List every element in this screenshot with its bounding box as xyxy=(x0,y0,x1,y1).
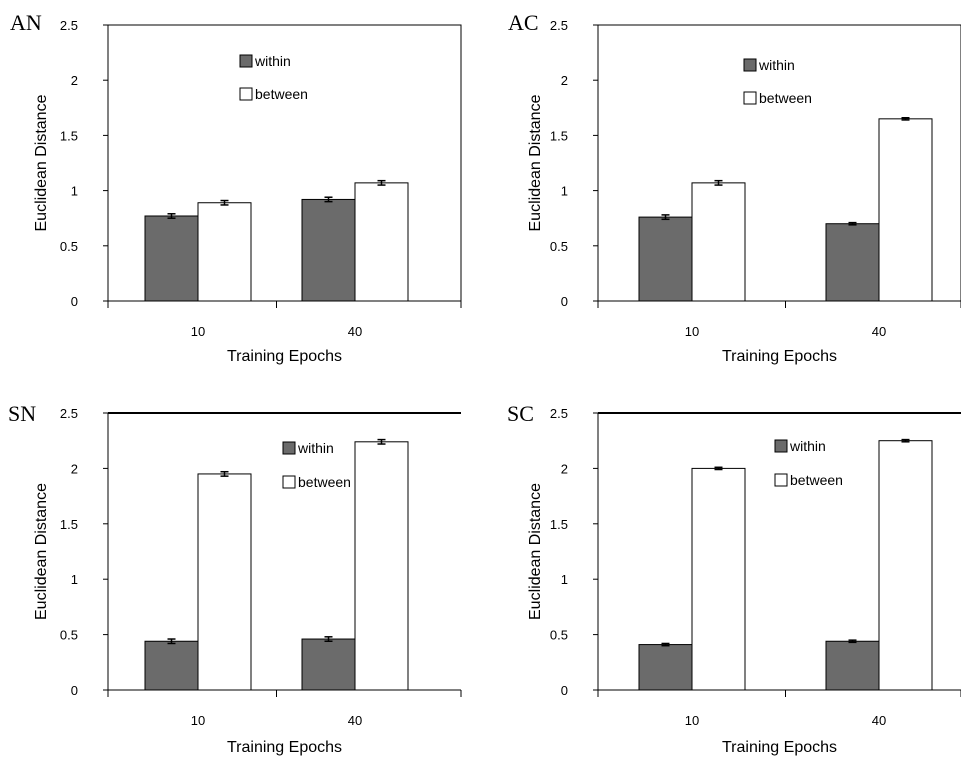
panel-ac-ytick-label-5: 2.5 xyxy=(550,18,568,33)
panel-sc-bar-between-10 xyxy=(691,467,746,691)
panel-sn-ytick-label-1: 0.5 xyxy=(60,628,78,643)
panel-sc-legend-label-within: within xyxy=(789,438,826,454)
panel-ac-xtick-label-0: 10 xyxy=(685,324,699,339)
panel-an-ytick-label-0: 0 xyxy=(71,294,78,309)
panel-sc-bar-between-40 xyxy=(878,440,933,691)
panel-sn-ytick-label-5: 2.5 xyxy=(60,406,78,421)
panel-an-xtick-label-1: 40 xyxy=(348,324,362,339)
panel-sc-ytick-label-2: 1 xyxy=(561,572,568,587)
panel-ac-ytick-label-1: 0.5 xyxy=(550,239,568,254)
panel-ac-bar-within-10 xyxy=(638,216,693,302)
panel-ac-x-axis-title: Training Epochs xyxy=(722,348,837,365)
panel-sn-xtick-label-0: 10 xyxy=(191,713,205,728)
panel-an-legend-swatch-between xyxy=(239,87,253,101)
panel-an-legend-swatch-within xyxy=(239,54,253,68)
panel-an-ytick-label-1: 0.5 xyxy=(60,239,78,254)
panel-an-bar-within-10 xyxy=(144,215,199,302)
panel-an-xtick-label-0: 10 xyxy=(191,324,205,339)
panel-an-x-axis-title: Training Epochs xyxy=(227,348,342,365)
panel-sc-ytick-label-5: 2.5 xyxy=(550,406,568,421)
panel-ac-ytick-label-3: 1.5 xyxy=(550,128,568,143)
panel-ac-label: AC xyxy=(508,10,539,35)
panel-sn-bar-between-40 xyxy=(354,441,409,691)
panel-sc-ytick-label-3: 1.5 xyxy=(550,517,568,532)
panel-an-ytick-label-4: 2 xyxy=(71,73,78,88)
panel-sc-legend-swatch-between xyxy=(774,473,788,487)
panel-an-label: AN xyxy=(10,10,42,35)
panel-ac-bar-within-40 xyxy=(825,223,880,302)
panel-sn-x-axis-title: Training Epochs xyxy=(227,739,342,756)
panel-ac-bar-between-10 xyxy=(691,182,746,302)
panel-sc-ytick-label-4: 2 xyxy=(561,461,568,476)
panel-an-bar-within-40 xyxy=(301,198,356,302)
panel-sc-label: SC xyxy=(507,401,534,426)
panel-sc-legend-swatch-within xyxy=(774,439,788,453)
panel-an-y-axis-title: Euclidean Distance xyxy=(33,94,50,231)
panel-an-ytick-label-2: 1 xyxy=(71,184,78,199)
panel-sn-ytick-label-4: 2 xyxy=(71,461,78,476)
panel-ac-xtick-label-1: 40 xyxy=(872,324,886,339)
panel-sn-bar-within-40 xyxy=(301,638,356,691)
panel-sc-ytick-label-1: 0.5 xyxy=(550,628,568,643)
panel-sn-bar-within-10 xyxy=(144,640,199,691)
panel-ac-legend-swatch-between xyxy=(743,91,757,105)
panel-sn-xtick-label-1: 40 xyxy=(348,713,362,728)
panel-sc-x-axis-title: Training Epochs xyxy=(722,739,837,756)
panel-an-bar-between-40 xyxy=(354,182,409,302)
panel-sn-bar-between-10 xyxy=(197,473,252,691)
panel-ac-y-axis-title: Euclidean Distance xyxy=(527,94,544,231)
panel-sc-xtick-label-0: 10 xyxy=(685,713,699,728)
panel-ac-ytick-label-4: 2 xyxy=(561,73,568,88)
panel-an-bar-between-10 xyxy=(197,202,252,302)
panel-sc-bar-within-40 xyxy=(825,640,880,691)
panel-sn-legend-swatch-within xyxy=(282,441,296,455)
panel-sn-legend-label-between: between xyxy=(298,474,351,490)
panel-sc-xtick-label-1: 40 xyxy=(872,713,886,728)
panel-ac-legend-label-within: within xyxy=(758,57,795,73)
panel-sn-legend-label-within: within xyxy=(297,440,334,456)
panel-sn-y-axis-title: Euclidean Distance xyxy=(33,483,50,620)
panel-ac-legend-label-between: between xyxy=(759,90,812,106)
panel-sn-label: SN xyxy=(8,401,36,426)
panel-an-ytick-label-5: 2.5 xyxy=(60,18,78,33)
panel-sc-bar-within-10 xyxy=(638,644,693,691)
panel-ac-legend-swatch-within xyxy=(743,58,757,72)
panel-ac-ytick-label-0: 0 xyxy=(561,294,568,309)
panel-ac-bar-between-40 xyxy=(878,118,933,302)
panel-an-ytick-label-3: 1.5 xyxy=(60,128,78,143)
panel-sn-ytick-label-3: 1.5 xyxy=(60,517,78,532)
panel-sc-y-axis-title: Euclidean Distance xyxy=(527,483,544,620)
panel-sn-ytick-label-2: 1 xyxy=(71,572,78,587)
panel-ac-ytick-label-2: 1 xyxy=(561,184,568,199)
panel-sc-legend-label-between: between xyxy=(790,472,843,488)
panel-an-legend-label-between: between xyxy=(255,86,308,102)
panel-sc-ytick-label-0: 0 xyxy=(561,683,568,698)
panel-sn-legend-swatch-between xyxy=(282,475,296,489)
panel-sn-ytick-label-0: 0 xyxy=(71,683,78,698)
panel-an-legend-label-within: within xyxy=(254,53,291,69)
